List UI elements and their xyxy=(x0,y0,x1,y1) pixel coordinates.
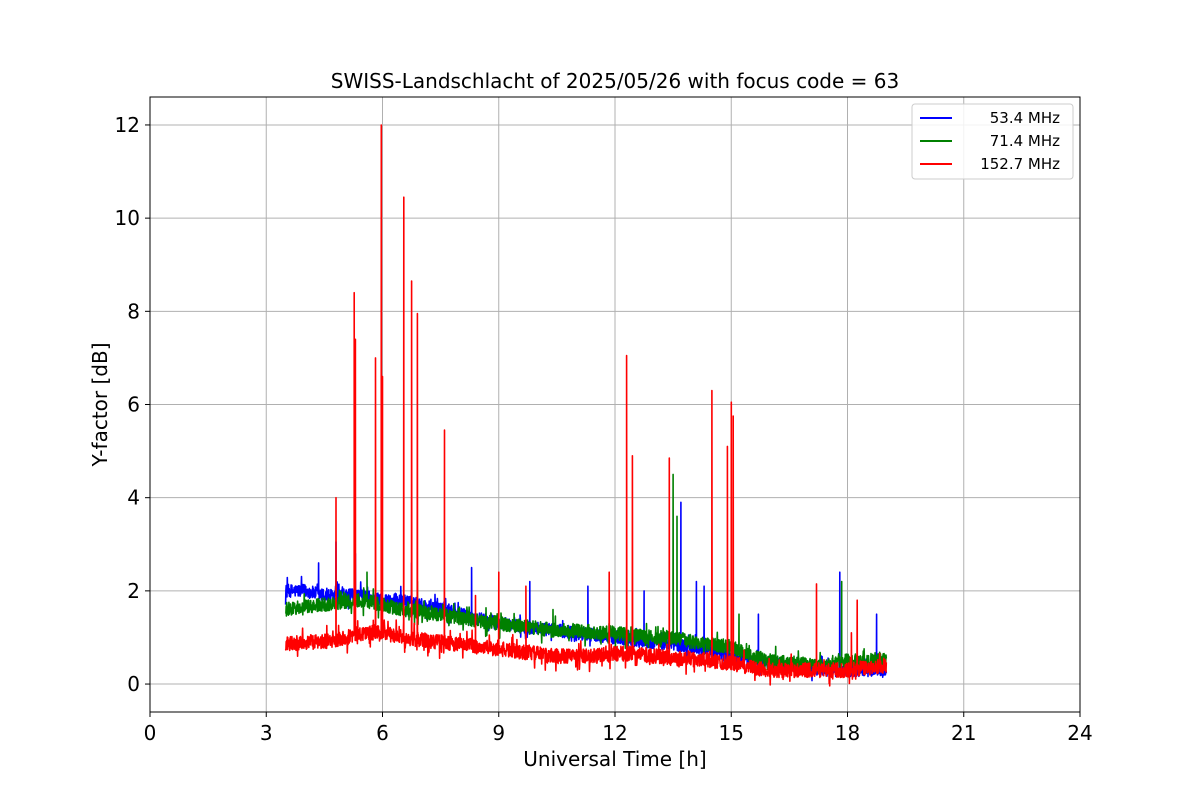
x-tick-label: 6 xyxy=(376,721,389,745)
x-axis-label: Universal Time [h] xyxy=(523,747,706,771)
y-axis-label: Y-factor [dB] xyxy=(88,342,112,467)
y-tick-label: 10 xyxy=(115,206,140,230)
series-line-3 xyxy=(284,124,888,687)
x-tick-label: 18 xyxy=(835,721,860,745)
y-tick-label: 0 xyxy=(127,672,140,696)
legend-label: 71.4 MHz xyxy=(990,132,1060,150)
x-tick-label: 24 xyxy=(1067,721,1092,745)
y-tick-label: 2 xyxy=(127,579,140,603)
plot-area xyxy=(284,124,888,687)
x-tick-label: 3 xyxy=(260,721,273,745)
legend-label: 152.7 MHz xyxy=(980,155,1060,173)
grid xyxy=(149,97,1081,712)
x-tick-label: 21 xyxy=(951,721,976,745)
x-tick-label: 9 xyxy=(492,721,505,745)
y-tick-label: 8 xyxy=(127,299,140,323)
x-tick-label: 0 xyxy=(144,721,157,745)
x-tick-label: 12 xyxy=(602,721,627,745)
y-tick-label: 12 xyxy=(115,113,140,137)
x-tick-label: 15 xyxy=(719,721,744,745)
y-tick-label: 6 xyxy=(127,393,140,417)
legend-box xyxy=(911,103,1074,180)
y-tick-label: 4 xyxy=(127,486,140,510)
legend-label: 53.4 MHz xyxy=(990,109,1060,127)
legend: 53.4 MHz 71.4 MHz 152.7 MHz xyxy=(911,103,1074,180)
chart-title: SWISS-Landschlacht of 2025/05/26 with fo… xyxy=(331,69,899,93)
